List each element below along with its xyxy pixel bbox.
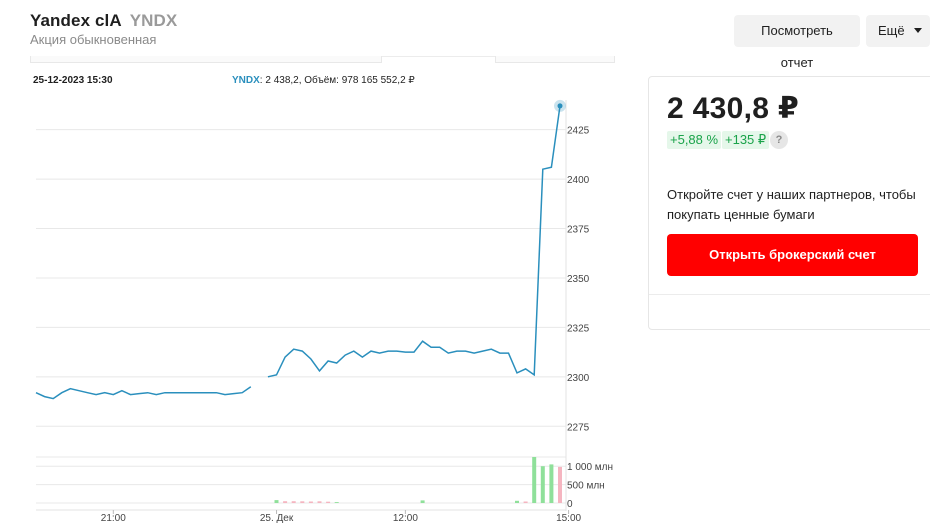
help-icon[interactable]: ? [770, 131, 788, 149]
volume-bar [300, 501, 305, 503]
volume-bar [558, 466, 562, 503]
chart-info-ticker: YNDX [232, 75, 260, 86]
ticker-label: YNDX [129, 11, 178, 30]
volume-bar [334, 502, 339, 503]
panel-divider [649, 294, 930, 295]
chart-tooltip-info: YNDX: 2 438,2, Объём: 978 165 552,2 ₽ [232, 75, 415, 86]
volume-bar [515, 500, 519, 503]
chart-datetime: 25-12-2023 15:30 [33, 75, 113, 86]
volume-tick-label: 500 млн [567, 481, 605, 492]
x-tick-label: 21:00 [101, 513, 126, 524]
change-absolute-badge: +135 ₽ [722, 131, 770, 149]
price-tick-label: 2275 [567, 422, 590, 433]
price-tick-label: 2350 [567, 274, 590, 285]
price-tick-label: 2400 [567, 175, 590, 186]
volume-bar [523, 501, 528, 503]
chart-tab-bar-left [30, 56, 382, 63]
change-percent-badge: +5,88 % [667, 131, 722, 149]
volume-y-axis: 1 000 млн 500 млн 0 [567, 462, 613, 510]
volume-bar [540, 466, 545, 503]
price-tick-label: 2375 [567, 225, 590, 236]
current-price: 2 430,8 ₽ [667, 92, 800, 125]
company-name: Yandex clA [30, 11, 122, 30]
chevron-down-icon [914, 28, 922, 33]
header-title: Yandex clA YNDX [30, 11, 177, 31]
price-line-group [35, 99, 566, 400]
x-tick-label: 15:00 [556, 513, 581, 524]
price-tick-label: 2425 [567, 126, 590, 137]
open-brokerage-account-button[interactable]: Открыть брокерский счет [667, 234, 918, 276]
volume-bar [291, 501, 296, 503]
price-grid [36, 100, 567, 458]
x-tick-label: 12:00 [393, 513, 418, 524]
volume-tick-label: 0 [567, 499, 573, 510]
x-axis: 21:00 25. Дек 12:00 15:00 [36, 509, 582, 524]
volume-bar [532, 457, 537, 503]
more-button-label: Ещё [878, 23, 905, 38]
volume-bar [420, 500, 425, 503]
volume-bars [274, 457, 562, 503]
volume-bar [317, 501, 322, 503]
chart-info-values: : 2 438,2, Объём: 978 165 552,2 ₽ [259, 75, 415, 86]
header-subtitle: Акция обыкновенная [30, 32, 157, 47]
price-y-axis: 2275 2300 2325 2350 2375 2400 2425 [567, 126, 590, 434]
volume-bar [326, 501, 331, 503]
volume-bar [308, 501, 313, 503]
price-panel: 2 430,8 ₽ +5,88 % +135 ₽ ? Откройте счет… [648, 76, 930, 330]
last-price-marker [557, 103, 563, 109]
volume-bar [549, 464, 554, 503]
volume-bar [283, 501, 288, 503]
x-tick-label: 25. Дек [260, 513, 294, 524]
price-line [267, 105, 561, 378]
price-tick-label: 2300 [567, 373, 590, 384]
view-report-button[interactable]: Посмотреть отчет [734, 15, 860, 70]
volume-bar [274, 500, 279, 503]
price-tick-label: 2325 [567, 323, 590, 334]
chart-tab-bar-right [495, 56, 615, 63]
partners-text: Откройте счет у наших партнеров, чтобы п… [667, 187, 916, 222]
volume-tick-label: 1 000 млн [567, 462, 613, 473]
volume-grid [36, 456, 567, 511]
price-line [35, 386, 252, 400]
more-dropdown-button[interactable]: Ещё [866, 15, 930, 47]
